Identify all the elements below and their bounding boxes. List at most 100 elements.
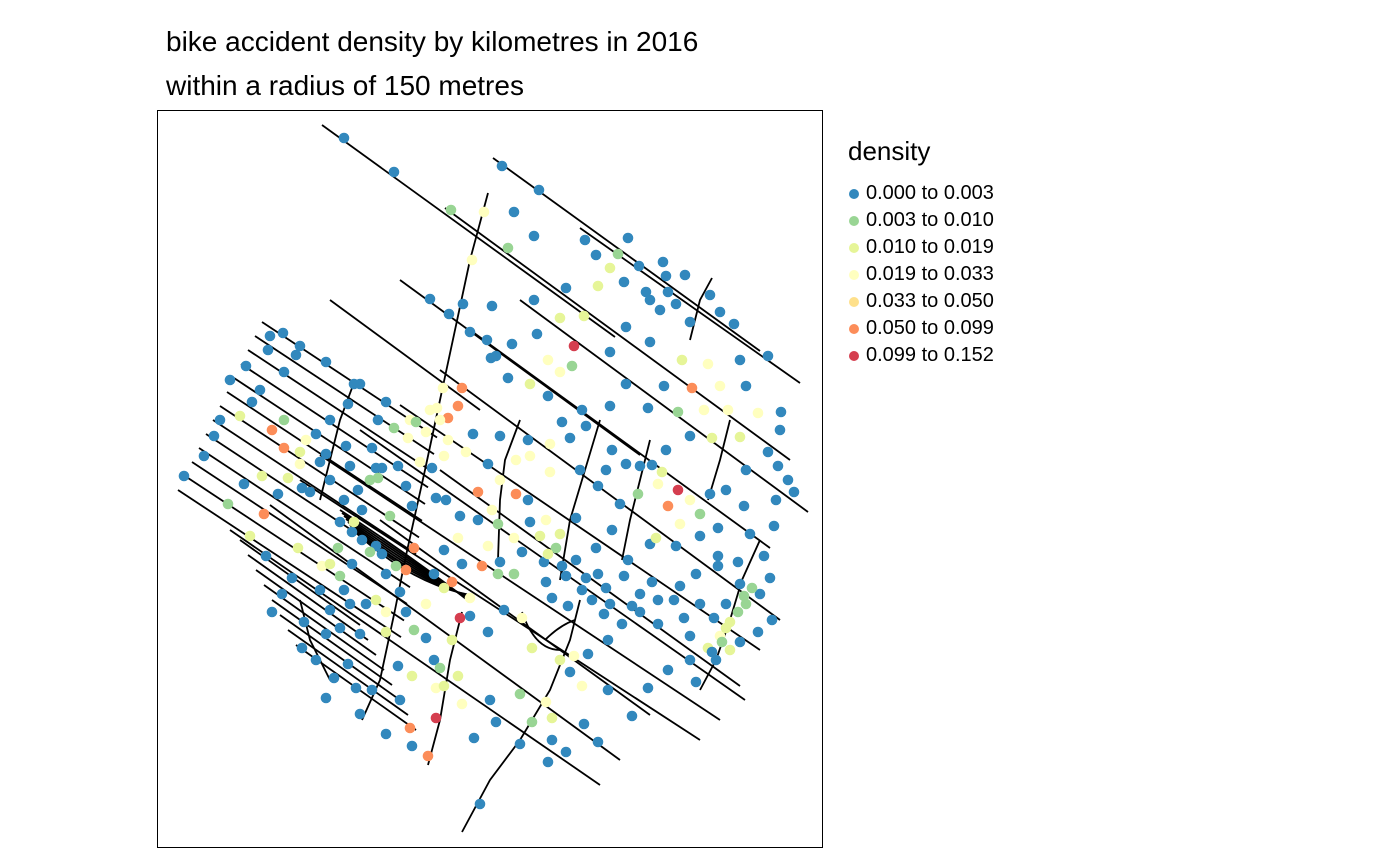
sample-point <box>300 434 312 446</box>
sample-point <box>338 584 350 596</box>
sample-point <box>420 426 432 438</box>
legend-swatch-icon <box>849 296 859 307</box>
sample-point <box>570 554 582 566</box>
street-segment <box>379 519 651 716</box>
sample-point <box>652 594 664 606</box>
sample-point <box>592 280 604 292</box>
street-segment <box>559 419 601 581</box>
street-segment <box>439 369 781 621</box>
sample-point <box>468 732 480 744</box>
sample-point <box>657 256 669 268</box>
sample-point <box>604 598 616 610</box>
sample-point <box>598 608 610 620</box>
sample-point <box>344 460 356 472</box>
sample-point <box>660 444 672 456</box>
sample-point <box>528 230 540 242</box>
chart-subtitle: within a radius of 150 metres <box>166 70 524 101</box>
sample-point <box>524 378 536 390</box>
sample-point <box>754 588 766 600</box>
sample-point <box>494 556 506 568</box>
sample-point <box>438 680 450 692</box>
sample-point <box>738 500 750 512</box>
sample-point <box>772 460 784 472</box>
sample-point <box>633 260 645 272</box>
sample-point <box>650 532 662 544</box>
sample-point <box>542 548 554 560</box>
sample-point <box>430 682 442 694</box>
sample-point <box>392 660 404 672</box>
sample-point <box>734 578 746 590</box>
sample-point <box>684 630 696 642</box>
sample-point <box>684 316 696 328</box>
sample-point <box>510 488 522 500</box>
sample-point <box>366 442 378 454</box>
sample-point <box>338 494 350 506</box>
sample-point <box>744 528 756 540</box>
sample-point <box>394 694 406 706</box>
sample-point <box>564 666 576 678</box>
sample-point <box>380 568 392 580</box>
sample-point <box>344 598 356 610</box>
sample-point <box>474 798 486 810</box>
sample-point <box>734 354 746 366</box>
sample-point <box>340 440 352 452</box>
legend-item: 0.099 to 0.152 <box>849 342 994 369</box>
sample-point <box>266 424 278 436</box>
sample-point <box>490 350 502 362</box>
legend-item: 0.010 to 0.019 <box>849 234 994 261</box>
legend-title: density <box>848 136 931 166</box>
sample-point <box>430 492 442 504</box>
sample-point <box>534 530 546 542</box>
street-segment <box>319 454 721 721</box>
sample-point <box>454 612 466 624</box>
sample-point <box>732 606 744 618</box>
sample-point <box>646 459 658 471</box>
sample-point <box>372 414 384 426</box>
legend: 0.000 to 0.003 0.003 to 0.010 0.010 to 0… <box>849 180 994 369</box>
sample-point <box>764 572 776 584</box>
legend-swatch-icon <box>849 350 859 361</box>
sample-point <box>626 600 638 612</box>
sample-point <box>410 416 422 428</box>
sample-point <box>720 598 732 610</box>
sample-point <box>560 570 572 582</box>
sample-point <box>654 304 666 316</box>
legend-swatch-icon <box>849 215 859 226</box>
sample-point <box>582 648 594 660</box>
sample-point <box>400 606 412 618</box>
sample-point <box>620 321 632 333</box>
sample-point <box>472 486 484 498</box>
sample-point <box>354 628 366 640</box>
sample-point <box>640 286 652 298</box>
sample-point <box>694 508 706 520</box>
sample-point <box>556 416 568 428</box>
sample-point <box>440 494 452 506</box>
sample-point <box>486 504 498 516</box>
legend-label: 0.010 to 0.019 <box>866 236 994 258</box>
sample-point <box>508 568 520 580</box>
sample-point <box>364 474 376 486</box>
sample-point <box>564 432 576 444</box>
sample-point <box>674 518 686 530</box>
sample-point <box>316 560 328 572</box>
sample-point <box>644 336 656 348</box>
sample-point <box>762 446 774 458</box>
legend-label: 0.099 to 0.152 <box>866 344 994 366</box>
sample-point <box>370 594 382 606</box>
sample-point <box>334 570 346 582</box>
sample-point <box>566 360 578 372</box>
street-segment <box>519 299 809 513</box>
chart-title: bike accident density by kilometres in 2… <box>166 26 699 57</box>
street-segment <box>621 439 651 561</box>
sample-point <box>676 354 688 366</box>
sample-point <box>604 262 616 274</box>
sample-point <box>222 498 234 510</box>
sample-point <box>708 612 720 624</box>
sample-point <box>670 298 682 310</box>
sample-point <box>356 534 368 546</box>
sample-point <box>734 636 746 648</box>
sample-point <box>408 624 420 636</box>
sample-point <box>342 398 354 410</box>
sample-point <box>324 604 336 616</box>
sample-point <box>618 570 630 582</box>
